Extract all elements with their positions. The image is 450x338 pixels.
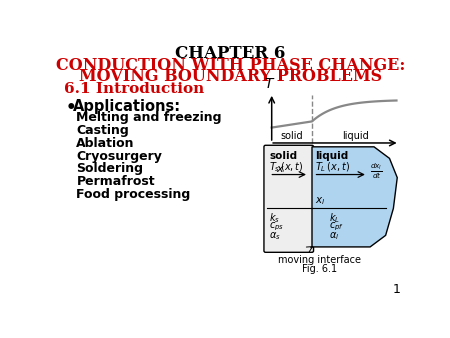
Text: $\alpha_s$: $\alpha_s$ <box>270 230 281 242</box>
Text: Food processing: Food processing <box>76 188 191 201</box>
Text: Melting and freezing: Melting and freezing <box>76 112 222 124</box>
Text: $T_L\,(x,t)$: $T_L\,(x,t)$ <box>315 161 350 174</box>
Text: liquid: liquid <box>315 151 348 161</box>
Text: $x$: $x$ <box>276 164 285 174</box>
Text: solid: solid <box>270 151 297 161</box>
Text: $c_{pf}$: $c_{pf}$ <box>329 221 344 233</box>
Text: Cryosurgery: Cryosurgery <box>76 149 162 163</box>
Text: CONDUCTION WITH PHASE CHANGE:: CONDUCTION WITH PHASE CHANGE: <box>56 57 405 74</box>
Text: moving interface: moving interface <box>278 255 361 265</box>
Text: Applications:: Applications: <box>73 99 181 114</box>
Text: $\frac{dx_l}{dt}$: $\frac{dx_l}{dt}$ <box>370 162 382 181</box>
Text: $\alpha_l$: $\alpha_l$ <box>329 230 339 242</box>
Text: 1: 1 <box>392 283 400 296</box>
Text: Ablation: Ablation <box>76 137 135 150</box>
Text: $x_l$: $x_l$ <box>315 195 325 207</box>
Text: $k_L$: $k_L$ <box>329 212 340 225</box>
Text: liquid: liquid <box>342 131 369 141</box>
Text: Soldering: Soldering <box>76 162 144 175</box>
Text: $T_s\,(x,t)$: $T_s\,(x,t)$ <box>270 161 304 174</box>
Text: $T$: $T$ <box>264 77 275 91</box>
Text: Casting: Casting <box>76 124 129 137</box>
Text: Permafrost: Permafrost <box>76 175 155 188</box>
Text: CHAPTER 6: CHAPTER 6 <box>176 45 286 62</box>
Text: solid: solid <box>280 131 303 141</box>
Text: $k_s$: $k_s$ <box>270 212 280 225</box>
Text: •: • <box>66 99 76 117</box>
Text: Fig. 6.1: Fig. 6.1 <box>302 264 338 274</box>
Text: MOVING BOUNDARY PROBLEMS: MOVING BOUNDARY PROBLEMS <box>79 68 382 84</box>
Text: $c_{ps}$: $c_{ps}$ <box>270 221 284 233</box>
FancyBboxPatch shape <box>264 145 314 252</box>
Polygon shape <box>312 147 397 247</box>
Text: 6.1 Introduction: 6.1 Introduction <box>64 82 204 96</box>
